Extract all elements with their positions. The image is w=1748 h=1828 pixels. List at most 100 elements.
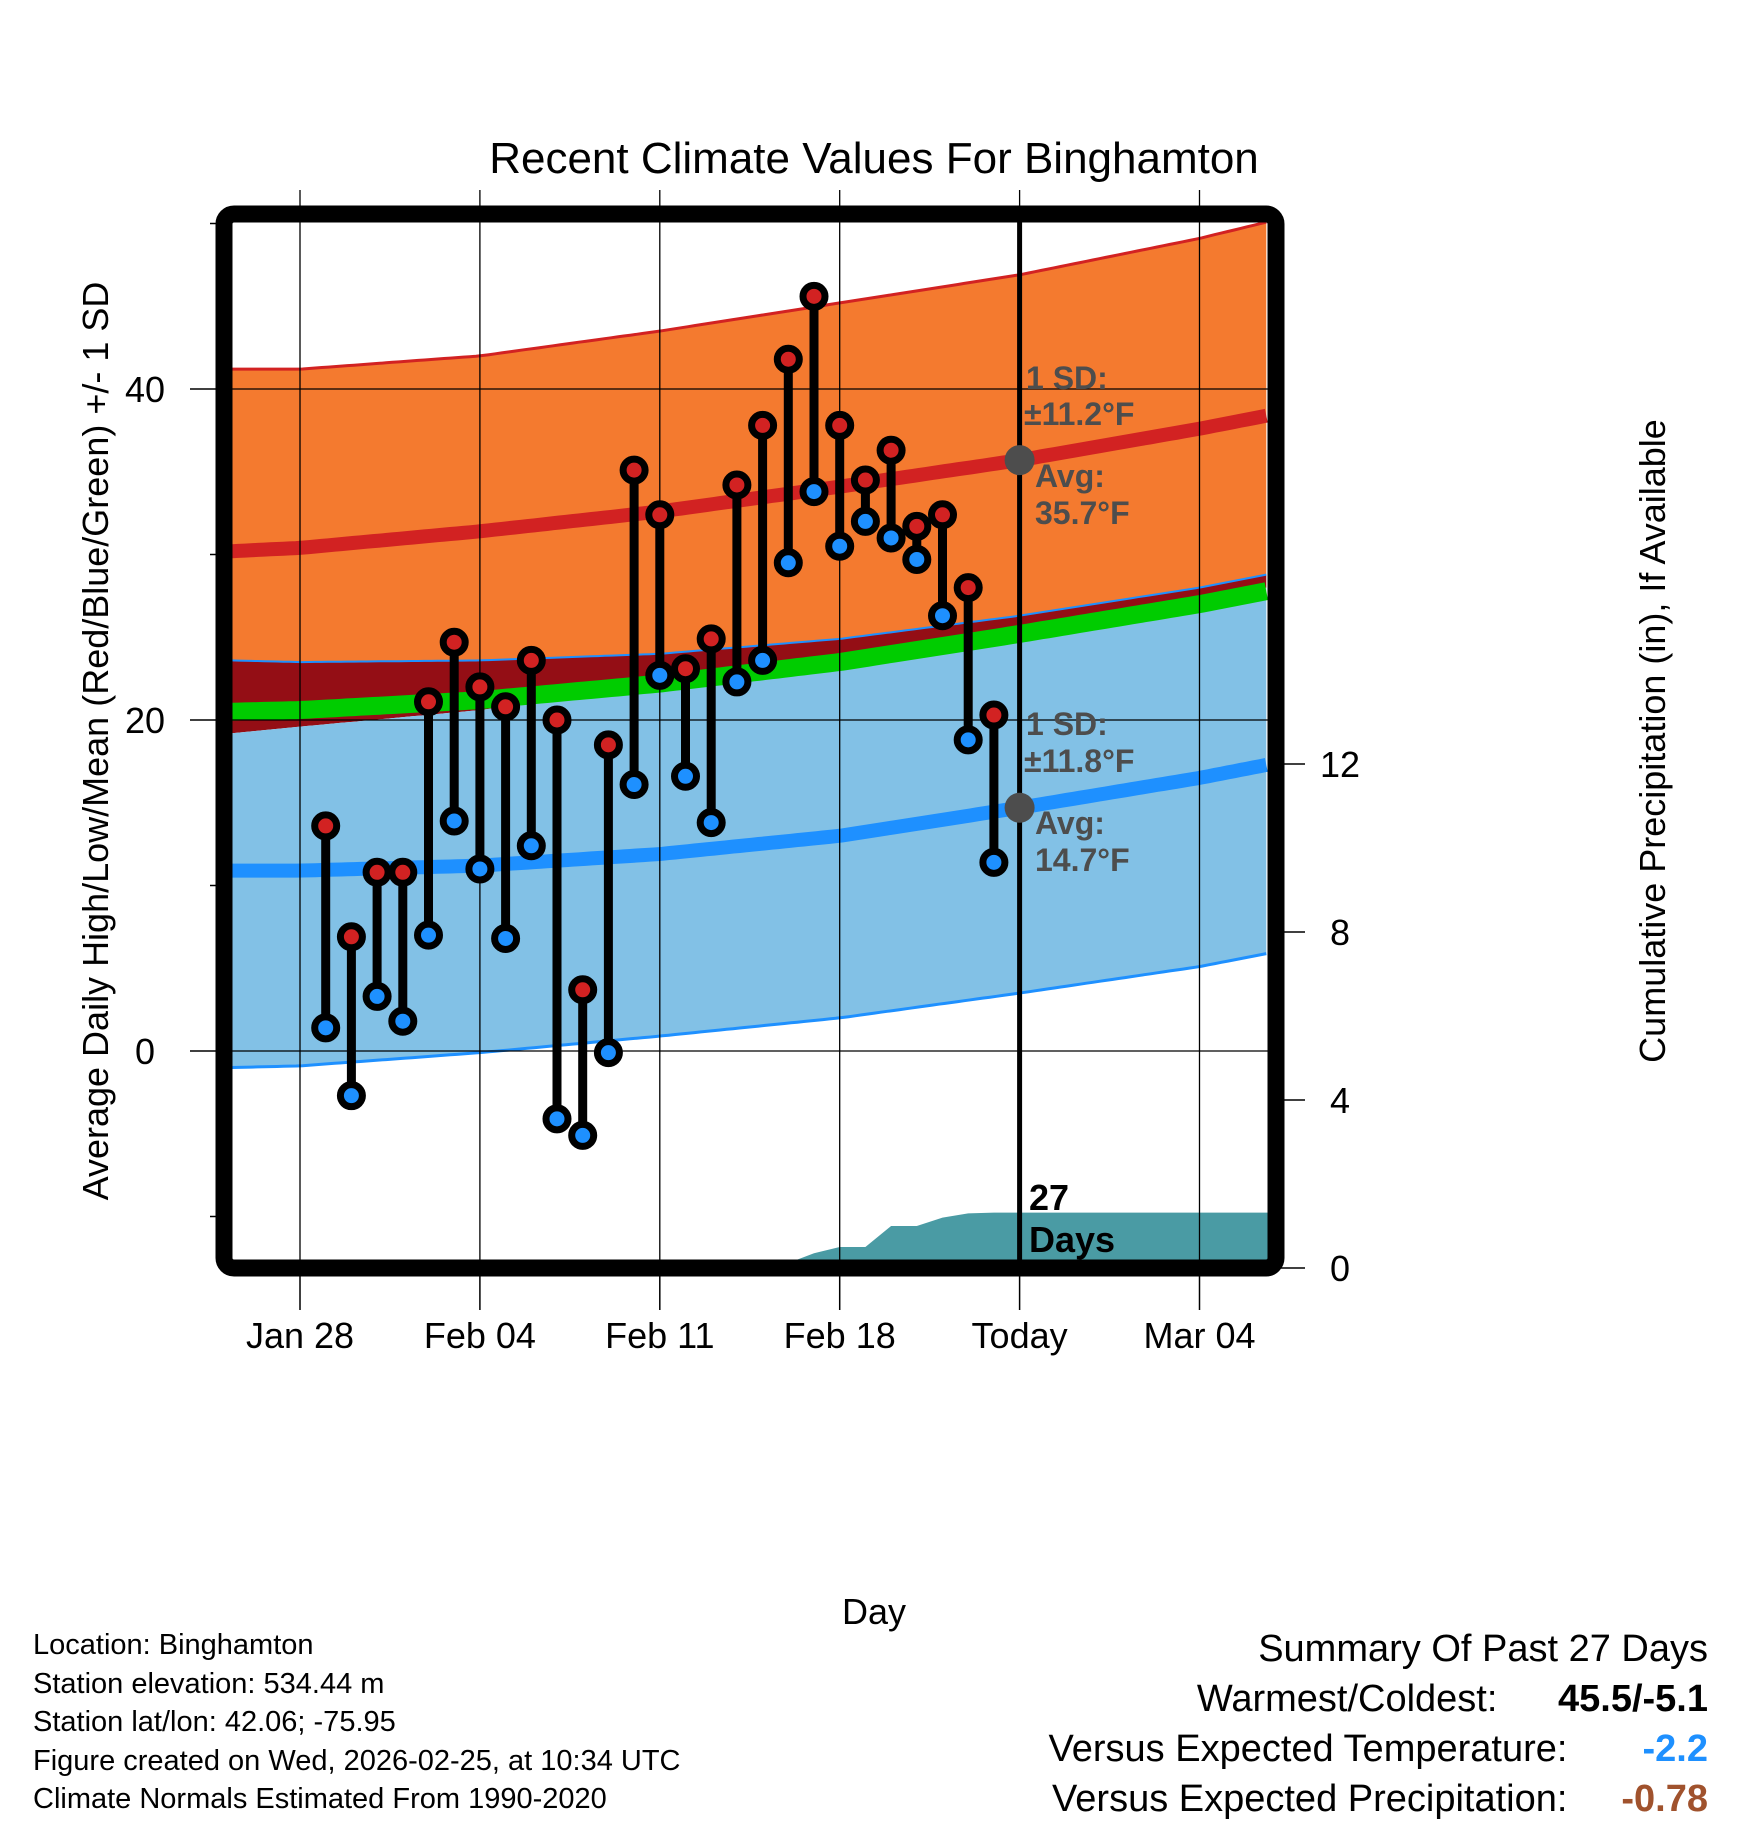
y2-tick-label: 8 — [1330, 912, 1350, 953]
daily-high-point — [542, 705, 572, 735]
daily-low-point — [748, 645, 778, 675]
daily-high-point — [336, 922, 366, 952]
daily-high-point — [414, 687, 443, 717]
low-sd-band — [232, 587, 1267, 1068]
daily-low-point — [593, 1038, 623, 1068]
temp-value: -2.2 — [1642, 1728, 1708, 1770]
chart-title: Recent Climate Values For Binghamton — [489, 134, 1259, 183]
y-tick-label: 0 — [135, 1031, 155, 1072]
low-minus-sd-edge — [232, 952, 1267, 1069]
daily-low-point — [619, 770, 649, 800]
summary-precipitation: Versus Expected Precipitation: -0.78 — [1049, 1774, 1708, 1824]
daily-high-point — [388, 857, 418, 887]
daily-low-point — [336, 1081, 366, 1111]
x-tick-label: Jan 28 — [246, 1315, 354, 1356]
x-tick-label: Feb 11 — [605, 1315, 714, 1356]
location-text: Location: Binghamton — [33, 1629, 314, 1661]
summary-warmest-coldest: Warmest/Coldest: 45.5/-5.1 — [1049, 1674, 1708, 1724]
low-avg-value: 14.7°F — [1035, 842, 1130, 878]
warmest-coldest-value: 45.5/-5.1 — [1558, 1678, 1708, 1720]
daily-low-point — [388, 1006, 418, 1036]
precip-label: Versus Expected Precipitation: — [1052, 1778, 1568, 1820]
elevation-text: Station elevation: 534.44 m — [33, 1667, 385, 1700]
daily-low-point — [953, 725, 983, 755]
daily-high-point — [671, 654, 700, 684]
daily-high-point — [748, 410, 778, 440]
today-high-normal-marker — [1004, 445, 1035, 476]
precipitation-area — [796, 1212, 1268, 1260]
today-low-normal-marker — [1004, 792, 1035, 823]
y2-axis-title: Cumulative Precipitation (in), If Availa… — [1632, 419, 1673, 1063]
x-axis-title: Day — [842, 1591, 906, 1632]
daily-low-point — [491, 923, 521, 953]
daily-low-point — [542, 1104, 572, 1134]
y2-tick-label: 4 — [1330, 1080, 1350, 1121]
summary-temperature: Versus Expected Temperature: -2.2 — [1049, 1724, 1708, 1774]
latlon-text: Station lat/lon: 42.06; -75.95 — [33, 1706, 396, 1738]
normals-text: Climate Normals Estimated From 1990-2020 — [33, 1783, 607, 1815]
daily-low-point — [568, 1120, 598, 1150]
high-sd-value: ±11.2°F — [1024, 396, 1134, 432]
high-plus-sd-edge — [232, 222, 1267, 371]
daily-low-point — [928, 601, 957, 631]
daily-low-point — [850, 506, 880, 536]
daily-low-point — [773, 548, 803, 578]
x-tick-label: Today — [972, 1315, 1068, 1356]
daily-high-point — [645, 500, 675, 530]
daily-high-point — [568, 975, 598, 1005]
daily-high-point — [696, 624, 726, 654]
daily-low-point — [671, 761, 700, 791]
daily-low-point — [465, 854, 495, 884]
precip-value: -0.78 — [1621, 1778, 1708, 1820]
daily-high-point — [439, 627, 469, 657]
daily-high-point — [773, 344, 803, 374]
daily-high-point — [953, 573, 983, 603]
daily-high-point — [799, 281, 829, 311]
warmest-coldest-label: Warmest/Coldest: — [1196, 1678, 1498, 1720]
days-count-label: 27 — [1029, 1177, 1069, 1218]
high-avg-label: Avg: — [1035, 458, 1105, 494]
daily-high-point — [362, 857, 392, 887]
daily-high-point — [491, 692, 521, 722]
y-tick-label: 40 — [125, 369, 165, 410]
daily-low-point — [876, 523, 906, 553]
daily-mean-line — [232, 582, 1268, 721]
daily-low-point — [645, 660, 675, 690]
axes: Jan 28 Feb 04 Feb 11 Feb 18 Today Mar 0402040… — [125, 190, 1360, 1356]
x-tick-label: Feb 18 — [784, 1315, 896, 1356]
daily-high-point — [876, 435, 906, 465]
summary-panel: Summary Of Past 27 Days Warmest/Coldest:… — [1049, 1624, 1708, 1824]
daily-high-point — [516, 645, 546, 675]
daily-low-point — [902, 544, 932, 574]
daily-high-point — [902, 511, 932, 541]
daily-high-point — [593, 730, 623, 760]
x-tick-label: Mar 04 — [1143, 1315, 1255, 1356]
daily-low-point — [311, 1013, 341, 1043]
daily-high-point — [619, 455, 649, 485]
daily-high-point — [825, 410, 855, 440]
temp-label: Versus Expected Temperature: — [1048, 1728, 1568, 1770]
daily-low-point — [825, 531, 855, 561]
daily-low-point — [414, 920, 443, 950]
high-sd-label: 1 SD: — [1026, 360, 1108, 396]
daily-low-point — [439, 806, 469, 836]
high-sd-band — [232, 222, 1267, 663]
normal-high-line — [232, 408, 1268, 559]
high-avg-value: 35.7°F — [1035, 495, 1130, 531]
daily-high-point — [928, 500, 957, 530]
daily-low-point — [362, 981, 392, 1011]
daily-high-point — [850, 465, 880, 495]
days-word-label: Days — [1029, 1219, 1115, 1260]
plot-frame — [215, 205, 1285, 1277]
plot-area — [232, 222, 1268, 1260]
low-sd-label: 1 SD: — [1026, 706, 1108, 742]
low-sd-value: ±11.8°F — [1024, 743, 1134, 779]
summary-heading: Summary Of Past 27 Days — [1258, 1628, 1708, 1670]
daily-low-point — [722, 667, 752, 697]
daily-low-point — [979, 847, 1009, 877]
daily-high-point — [465, 672, 495, 702]
daily-high-point — [979, 700, 1009, 730]
x-tick-label: Feb 04 — [424, 1315, 536, 1356]
y-axis-title: Average Daily High/Low/Mean (Red/Blue/Gr… — [75, 282, 116, 1201]
y2-tick-label: 0 — [1330, 1248, 1350, 1289]
